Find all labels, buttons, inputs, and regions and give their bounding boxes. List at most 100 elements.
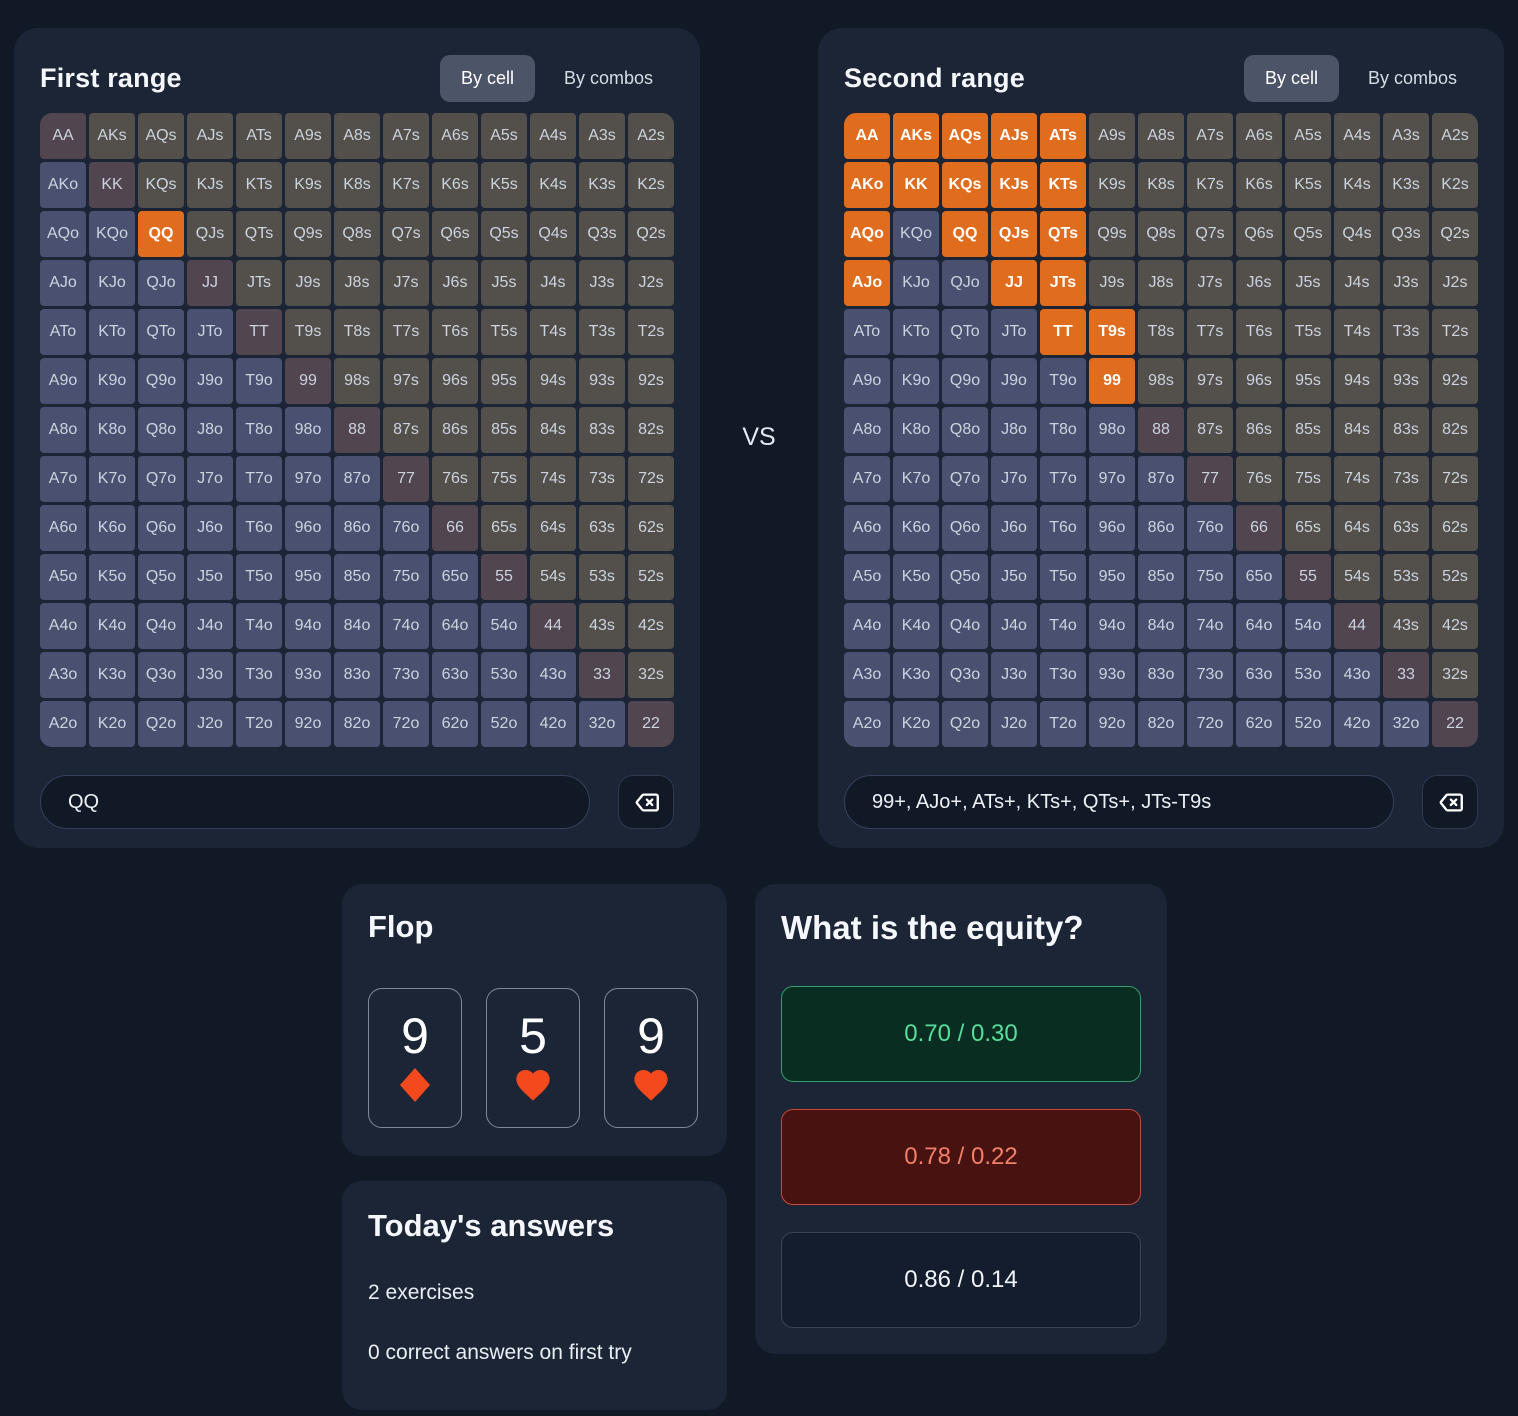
hand-cell-74o[interactable]: 74o bbox=[383, 603, 429, 649]
hand-cell-53s[interactable]: 53s bbox=[1383, 554, 1429, 600]
hand-cell-T2o[interactable]: T2o bbox=[236, 701, 282, 747]
hand-cell-ATo[interactable]: ATo bbox=[40, 309, 86, 355]
hand-cell-93s[interactable]: 93s bbox=[579, 358, 625, 404]
hand-cell-A9o[interactable]: A9o bbox=[40, 358, 86, 404]
hand-cell-53o[interactable]: 53o bbox=[1285, 652, 1331, 698]
hand-cell-76s[interactable]: 76s bbox=[432, 456, 478, 502]
hand-cell-J2o[interactable]: J2o bbox=[991, 701, 1037, 747]
hand-cell-43s[interactable]: 43s bbox=[579, 603, 625, 649]
hand-cell-Q2s[interactable]: Q2s bbox=[1432, 211, 1478, 257]
hand-cell-Q3s[interactable]: Q3s bbox=[579, 211, 625, 257]
hand-cell-65o[interactable]: 65o bbox=[1236, 554, 1282, 600]
hand-cell-32o[interactable]: 32o bbox=[579, 701, 625, 747]
hand-cell-T6o[interactable]: T6o bbox=[236, 505, 282, 551]
hand-cell-AKs[interactable]: AKs bbox=[893, 113, 939, 159]
hand-cell-J7s[interactable]: J7s bbox=[1187, 260, 1233, 306]
hand-cell-42o[interactable]: 42o bbox=[530, 701, 576, 747]
hand-cell-T2s[interactable]: T2s bbox=[628, 309, 674, 355]
hand-cell-JTs[interactable]: JTs bbox=[1040, 260, 1086, 306]
hand-cell-J4s[interactable]: J4s bbox=[1334, 260, 1380, 306]
hand-cell-K8o[interactable]: K8o bbox=[89, 407, 135, 453]
hand-cell-52s[interactable]: 52s bbox=[628, 554, 674, 600]
hand-cell-Q7s[interactable]: Q7s bbox=[383, 211, 429, 257]
hand-cell-74o[interactable]: 74o bbox=[1187, 603, 1233, 649]
hand-cell-K2s[interactable]: K2s bbox=[628, 162, 674, 208]
hand-cell-K2o[interactable]: K2o bbox=[893, 701, 939, 747]
hand-cell-75s[interactable]: 75s bbox=[481, 456, 527, 502]
hand-cell-T5s[interactable]: T5s bbox=[1285, 309, 1331, 355]
hand-cell-82o[interactable]: 82o bbox=[1138, 701, 1184, 747]
hand-cell-A7o[interactable]: A7o bbox=[40, 456, 86, 502]
hand-cell-92s[interactable]: 92s bbox=[1432, 358, 1478, 404]
hand-cell-J4o[interactable]: J4o bbox=[187, 603, 233, 649]
hand-cell-A8o[interactable]: A8o bbox=[40, 407, 86, 453]
hand-cell-73s[interactable]: 73s bbox=[579, 456, 625, 502]
hand-cell-32s[interactable]: 32s bbox=[628, 652, 674, 698]
hand-cell-43o[interactable]: 43o bbox=[530, 652, 576, 698]
hand-cell-T8o[interactable]: T8o bbox=[236, 407, 282, 453]
hand-cell-42s[interactable]: 42s bbox=[628, 603, 674, 649]
hand-cell-J9s[interactable]: J9s bbox=[285, 260, 331, 306]
hand-cell-75s[interactable]: 75s bbox=[1285, 456, 1331, 502]
hand-cell-K6o[interactable]: K6o bbox=[893, 505, 939, 551]
hand-cell-A5o[interactable]: A5o bbox=[40, 554, 86, 600]
hand-cell-A3o[interactable]: A3o bbox=[40, 652, 86, 698]
hand-cell-83s[interactable]: 83s bbox=[579, 407, 625, 453]
hand-cell-85o[interactable]: 85o bbox=[1138, 554, 1184, 600]
hand-cell-A9s[interactable]: A9s bbox=[1089, 113, 1135, 159]
hand-cell-J6s[interactable]: J6s bbox=[432, 260, 478, 306]
hand-cell-QQ[interactable]: QQ bbox=[138, 211, 184, 257]
hand-cell-T3o[interactable]: T3o bbox=[1040, 652, 1086, 698]
hand-cell-A6o[interactable]: A6o bbox=[844, 505, 890, 551]
hand-cell-A8s[interactable]: A8s bbox=[1138, 113, 1184, 159]
hand-cell-T4s[interactable]: T4s bbox=[1334, 309, 1380, 355]
hand-cell-Q5s[interactable]: Q5s bbox=[1285, 211, 1331, 257]
hand-cell-J6o[interactable]: J6o bbox=[991, 505, 1037, 551]
hand-cell-KJo[interactable]: KJo bbox=[89, 260, 135, 306]
hand-cell-A6s[interactable]: A6s bbox=[432, 113, 478, 159]
hand-cell-JJ[interactable]: JJ bbox=[187, 260, 233, 306]
hand-cell-J4o[interactable]: J4o bbox=[991, 603, 1037, 649]
hand-cell-JJ[interactable]: JJ bbox=[991, 260, 1037, 306]
hand-cell-96o[interactable]: 96o bbox=[285, 505, 331, 551]
hand-cell-ATo[interactable]: ATo bbox=[844, 309, 890, 355]
hand-cell-J2s[interactable]: J2s bbox=[628, 260, 674, 306]
hand-cell-84o[interactable]: 84o bbox=[1138, 603, 1184, 649]
hand-cell-QTs[interactable]: QTs bbox=[236, 211, 282, 257]
hand-cell-K5o[interactable]: K5o bbox=[893, 554, 939, 600]
hand-cell-KTo[interactable]: KTo bbox=[89, 309, 135, 355]
hand-cell-Q9s[interactable]: Q9s bbox=[1089, 211, 1135, 257]
hand-cell-T8o[interactable]: T8o bbox=[1040, 407, 1086, 453]
hand-cell-T3s[interactable]: T3s bbox=[1383, 309, 1429, 355]
hand-cell-Q3o[interactable]: Q3o bbox=[138, 652, 184, 698]
hand-cell-62o[interactable]: 62o bbox=[1236, 701, 1282, 747]
hand-cell-85o[interactable]: 85o bbox=[334, 554, 380, 600]
hand-cell-94o[interactable]: 94o bbox=[1089, 603, 1135, 649]
hand-cell-33[interactable]: 33 bbox=[1383, 652, 1429, 698]
hand-cell-87o[interactable]: 87o bbox=[1138, 456, 1184, 502]
hand-cell-T7s[interactable]: T7s bbox=[1187, 309, 1233, 355]
hand-cell-63s[interactable]: 63s bbox=[1383, 505, 1429, 551]
hand-cell-77[interactable]: 77 bbox=[383, 456, 429, 502]
hand-cell-Q2o[interactable]: Q2o bbox=[138, 701, 184, 747]
hand-cell-52o[interactable]: 52o bbox=[481, 701, 527, 747]
hand-cell-72o[interactable]: 72o bbox=[1187, 701, 1233, 747]
hand-cell-98s[interactable]: 98s bbox=[1138, 358, 1184, 404]
hand-cell-ATs[interactable]: ATs bbox=[236, 113, 282, 159]
hand-cell-A7s[interactable]: A7s bbox=[383, 113, 429, 159]
hand-cell-A9s[interactable]: A9s bbox=[285, 113, 331, 159]
hand-cell-K9s[interactable]: K9s bbox=[1089, 162, 1135, 208]
hand-cell-J2o[interactable]: J2o bbox=[187, 701, 233, 747]
hand-cell-94o[interactable]: 94o bbox=[285, 603, 331, 649]
hand-cell-K2s[interactable]: K2s bbox=[1432, 162, 1478, 208]
hand-cell-93o[interactable]: 93o bbox=[285, 652, 331, 698]
hand-cell-J7o[interactable]: J7o bbox=[187, 456, 233, 502]
hand-cell-K3s[interactable]: K3s bbox=[579, 162, 625, 208]
hand-cell-J3o[interactable]: J3o bbox=[991, 652, 1037, 698]
hand-cell-87s[interactable]: 87s bbox=[1187, 407, 1233, 453]
hand-cell-A8o[interactable]: A8o bbox=[844, 407, 890, 453]
hand-cell-A3o[interactable]: A3o bbox=[844, 652, 890, 698]
hand-cell-98o[interactable]: 98o bbox=[1089, 407, 1135, 453]
hand-cell-K6o[interactable]: K6o bbox=[89, 505, 135, 551]
hand-cell-32o[interactable]: 32o bbox=[1383, 701, 1429, 747]
